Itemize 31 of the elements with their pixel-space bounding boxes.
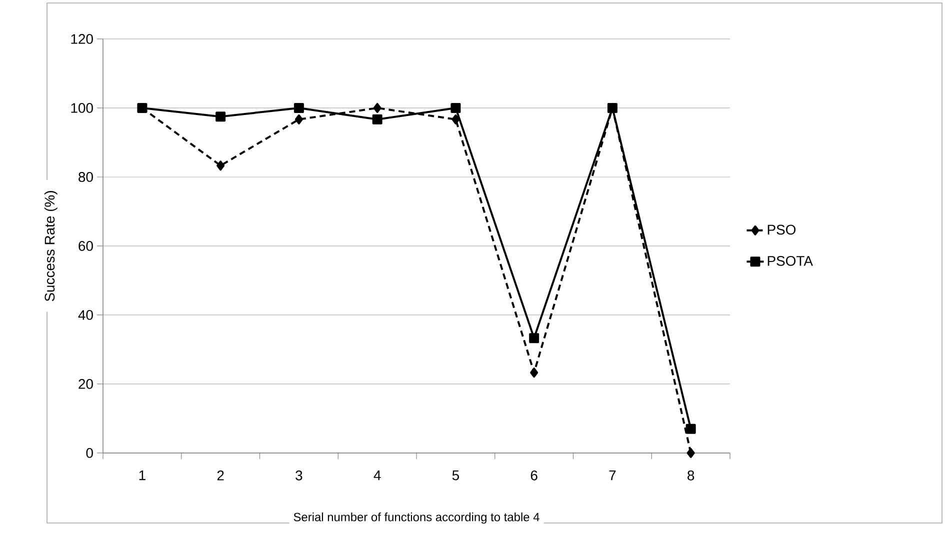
point (686, 448, 695, 458)
point (529, 333, 540, 344)
point (530, 368, 538, 378)
point (452, 114, 460, 124)
y-tick-label: 0 (86, 448, 93, 458)
x-tick-label: 5 (452, 470, 459, 480)
y-tick-label: 20 (78, 379, 93, 389)
point (686, 424, 696, 434)
point (216, 160, 225, 171)
point (373, 102, 382, 113)
x-tick-label: 2 (217, 470, 224, 480)
legend-label: PSO (768, 224, 796, 235)
point (294, 114, 303, 124)
x-axis-title: Serial number of functions according to table 4 (294, 512, 540, 524)
x-tick-label: 6 (530, 470, 538, 480)
point (216, 112, 226, 122)
x-tick-label: 4 (374, 470, 381, 480)
y-tick-label: 80 (78, 172, 93, 182)
y-tick-label: 40 (78, 310, 93, 320)
x-tick-label: 1 (139, 470, 146, 480)
y-tick-label: 60 (78, 241, 93, 251)
y-tick-label: 120 (71, 34, 93, 44)
point (372, 114, 382, 124)
x-tick-label: 8 (688, 470, 694, 480)
x-tick-label: 3 (296, 470, 302, 480)
point (450, 102, 461, 113)
x-tick-label: 7 (609, 470, 616, 480)
legend-label: PSOTA (768, 256, 813, 266)
y-tick-label: 100 (71, 103, 93, 113)
point (294, 102, 304, 113)
y-axis-title: Success Rate (%) (44, 191, 58, 302)
